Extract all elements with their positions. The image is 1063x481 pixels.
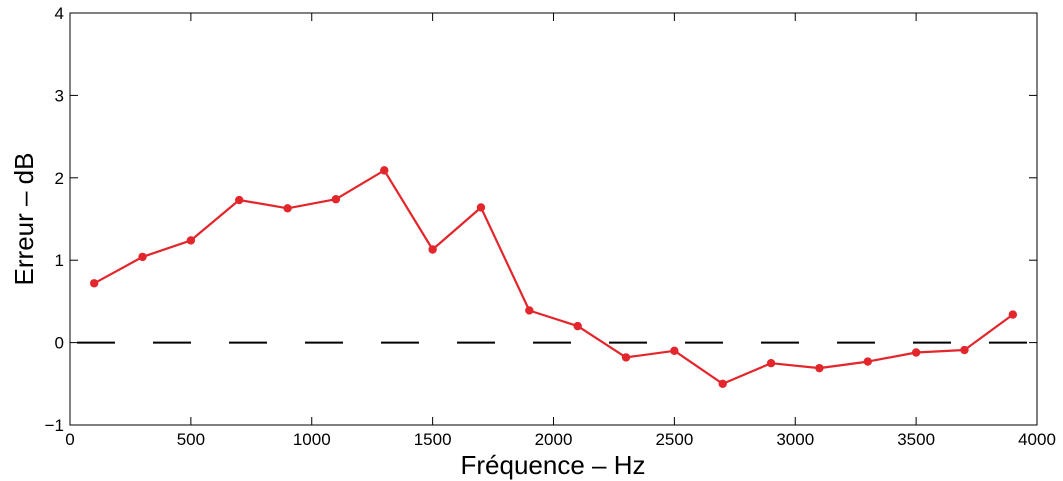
x-tick-label: 0	[65, 430, 74, 449]
data-point	[525, 306, 534, 315]
data-point	[718, 379, 727, 388]
y-tick-label: 1	[55, 251, 64, 270]
data-point	[283, 204, 292, 213]
x-tick-label: 3000	[776, 430, 814, 449]
y-tick-label: 4	[55, 4, 64, 23]
data-point	[331, 195, 341, 204]
x-tick-label: 2500	[655, 430, 693, 449]
data-point	[89, 279, 99, 288]
data-point	[863, 357, 872, 366]
y-axis-title: Erreur – dB	[9, 153, 39, 286]
data-point	[573, 321, 582, 331]
data-point	[815, 363, 824, 373]
data-point	[1008, 310, 1018, 319]
x-tick-label: 500	[177, 430, 205, 449]
data-point	[235, 195, 244, 205]
y-tick-label: 3	[55, 86, 64, 105]
x-tick-label: 1500	[414, 430, 452, 449]
data-point	[911, 348, 921, 357]
y-tick-label: 0	[55, 334, 64, 353]
data-point	[670, 346, 679, 356]
data-point	[766, 359, 776, 368]
data-point	[621, 353, 631, 362]
y-tick-label: −1	[45, 416, 64, 435]
data-point	[960, 345, 969, 355]
x-tick-label: 1000	[293, 430, 331, 449]
data-point	[380, 166, 389, 175]
data-point	[476, 203, 486, 212]
data-point	[186, 236, 196, 245]
x-axis-title: Fréquence – Hz	[461, 450, 646, 480]
x-tick-label: 4000	[1018, 430, 1056, 449]
series-line	[93, 169, 1014, 385]
x-tick-label: 2000	[535, 430, 573, 449]
x-tick-label: 3500	[897, 430, 935, 449]
data-point	[138, 252, 147, 262]
y-tick-label: 2	[55, 169, 64, 188]
data-point	[428, 245, 437, 254]
